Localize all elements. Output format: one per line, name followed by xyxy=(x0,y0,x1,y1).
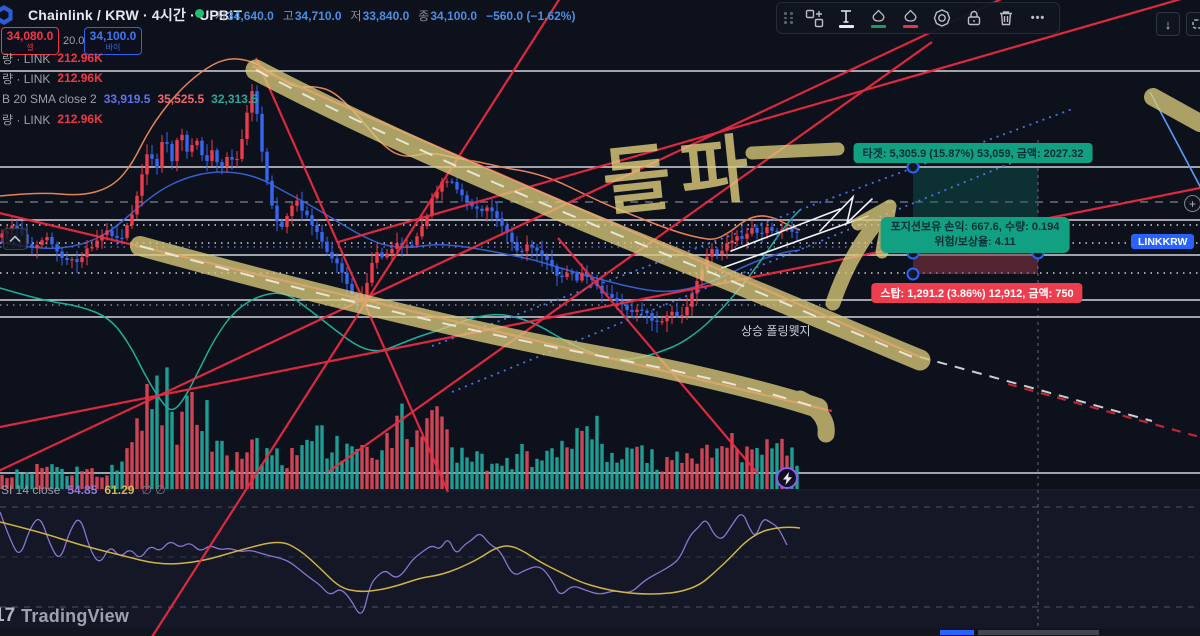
legend-bollinger-row[interactable]: B 20 SMA close 2 33,919.5 35,525.5 32,31… xyxy=(2,92,258,106)
trend-line[interactable] xyxy=(337,0,1188,244)
red-color-swatch xyxy=(902,24,918,28)
trend-line[interactable] xyxy=(254,57,450,493)
symbol-title[interactable]: Chainlink / KRW · 4시간 · UPBIT xyxy=(28,7,243,23)
rsi-pane-background xyxy=(0,491,1200,631)
wedge-line[interactable] xyxy=(721,215,869,269)
text-color-swatch xyxy=(838,24,854,28)
layout-add-icon[interactable] xyxy=(799,4,829,32)
wedge-annotation-label[interactable]: 상승 폴링웻지 xyxy=(741,324,811,338)
scrollbar-grey-segment[interactable] xyxy=(978,630,1099,635)
toolbar-drag-handle-icon[interactable] xyxy=(784,12,793,24)
highlighter-tail[interactable] xyxy=(791,390,835,443)
trash-icon[interactable] xyxy=(991,4,1021,32)
paint-tool-red-icon[interactable] xyxy=(895,4,925,32)
sell-button[interactable]: 34,080.0 셀 xyxy=(1,27,59,55)
settings-icon[interactable] xyxy=(927,4,957,32)
chainlink-logo-icon xyxy=(0,4,15,26)
lightning-badge-icon[interactable] xyxy=(776,467,798,489)
risk-reward-line: 위험/보상율: 4.11 xyxy=(934,235,1016,248)
trend-line-extension-dashed[interactable] xyxy=(1007,382,1200,439)
trend-line[interactable] xyxy=(327,41,933,473)
symbol-flag-label[interactable]: LINKKRW xyxy=(1131,234,1195,249)
scroll-to-recent-button[interactable]: ↓ xyxy=(1156,12,1180,36)
rsi-indicator-lines xyxy=(0,511,801,614)
tradingview-logo-mark: 17 xyxy=(0,605,16,626)
buy-button[interactable]: 34,100.0 바이 xyxy=(84,27,142,55)
green-color-swatch xyxy=(870,24,886,28)
more-options-icon[interactable]: ••• xyxy=(1030,12,1046,24)
white-dashed-extension[interactable] xyxy=(919,356,1153,422)
target-badge[interactable]: 타겟: 5,305.9 (15.87%) 53,059, 금액: 2027.32 xyxy=(853,143,1093,163)
change-readout: −560.0 (−1.62%) xyxy=(486,8,576,23)
legend-rsi-row[interactable]: SI 14 close 54.85 61.29 ∅ ∅ xyxy=(1,483,166,497)
ohlc-close: 종34,100.0 xyxy=(418,9,478,23)
highlighter-stroke-topright[interactable] xyxy=(1144,88,1200,132)
chevron-up-icon xyxy=(9,235,21,243)
highlighter-centerlines xyxy=(139,69,921,409)
lock-icon[interactable] xyxy=(959,4,989,32)
drawing-toolbar: ••• xyxy=(776,2,1060,34)
price-level-lines[interactable] xyxy=(0,70,1200,608)
volume-bars xyxy=(0,367,799,489)
trend-line[interactable] xyxy=(557,237,759,475)
tradingview-logo[interactable]: 17 TradingView xyxy=(0,605,129,627)
ohlc-open: 시34,640.0 xyxy=(215,9,274,23)
bottom-scrollbar[interactable] xyxy=(940,630,1099,635)
spread-value: 20.0 xyxy=(63,35,85,47)
position-badge[interactable]: 포지션보유 손익: 667.6, 수량: 0.194 위험/보상율: 4.11 xyxy=(880,217,1070,253)
fullscreen-button[interactable] xyxy=(1186,12,1200,36)
add-alert-plus-icon[interactable]: + xyxy=(1184,195,1200,212)
legend-volume-row[interactable]: 량 · LINK 212.96K xyxy=(2,71,103,86)
bollinger-bands xyxy=(0,58,801,411)
market-status-dot xyxy=(195,9,204,18)
text-tool-icon[interactable] xyxy=(831,4,861,32)
ohlc-readout: 시34,640.0 고34,710.0 저33,840.0 종34,100.0 … xyxy=(215,7,575,24)
highlighter-arrow-shaft[interactable] xyxy=(825,204,894,311)
stop-badge[interactable]: 스탑: 1,291.2 (3.86%) 12,912, 금액: 750 xyxy=(871,283,1083,303)
legend-volume-row[interactable]: 량 · LINK 212.96K xyxy=(2,112,103,127)
drag-handle[interactable] xyxy=(906,267,920,281)
wedge-line[interactable] xyxy=(730,208,841,252)
legend-volume-row[interactable]: 량 · LINK 212.96K xyxy=(2,51,103,66)
blue-dotted-trendline[interactable] xyxy=(451,147,1049,393)
trend-line[interactable] xyxy=(150,0,562,636)
collapse-legend-button[interactable] xyxy=(3,228,27,250)
frame-icon xyxy=(1192,19,1200,29)
ohlc-low: 저33,840.0 xyxy=(350,9,410,23)
highlighter-dash[interactable] xyxy=(745,142,845,160)
paint-tool-green-icon[interactable] xyxy=(863,4,893,32)
handwritten-breakout-text[interactable]: 돌파 xyxy=(598,126,763,225)
scrollbar-blue-segment[interactable] xyxy=(940,630,974,635)
arrow-down-icon: ↓ xyxy=(1164,16,1172,32)
hand-drawn-wedge-lines[interactable] xyxy=(721,194,873,269)
bottom-axis-strip xyxy=(0,628,1200,636)
position-pnl-line: 포지션보유 손익: 667.6, 수량: 0.194 xyxy=(890,221,1060,233)
stop-zone[interactable] xyxy=(913,253,1038,274)
wedge-arrow-zigzag[interactable] xyxy=(819,194,873,232)
drag-handle[interactable] xyxy=(906,160,920,174)
ohlc-high: 고34,710.0 xyxy=(282,9,342,23)
